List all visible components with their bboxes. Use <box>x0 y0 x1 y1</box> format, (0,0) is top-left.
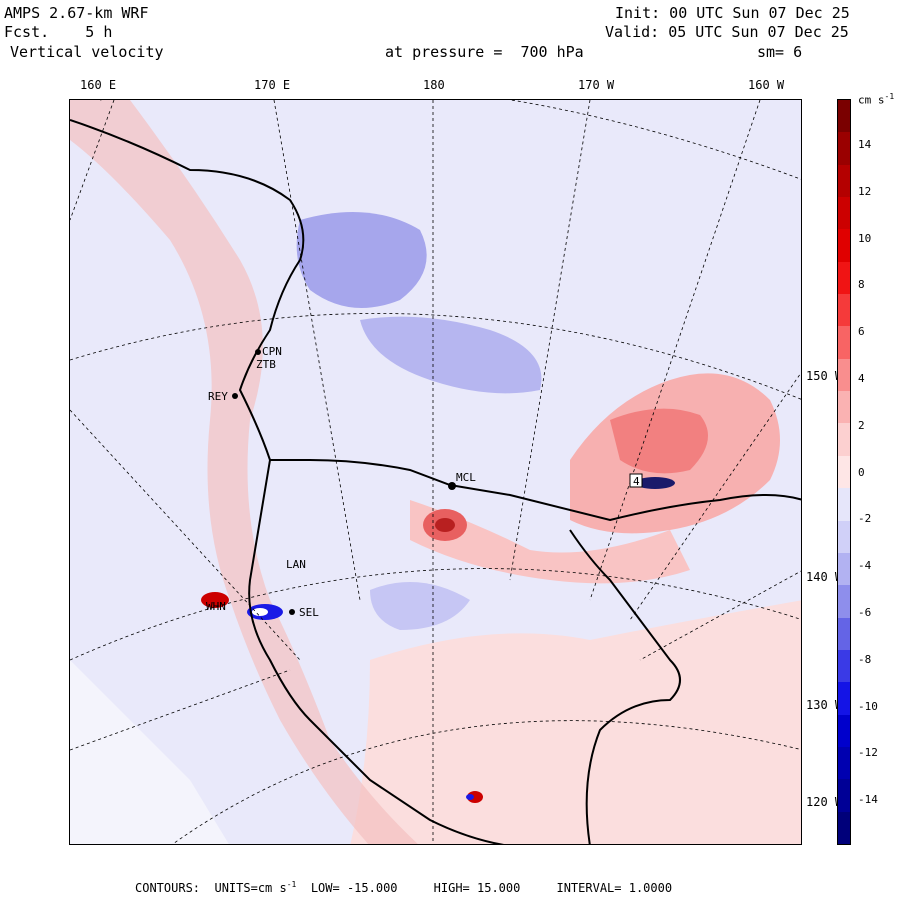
pressure-level: at pressure = 700 hPa <box>385 43 584 61</box>
colorbar-segment <box>838 100 850 133</box>
colorbar-units: cm s-1 <box>858 92 895 107</box>
map-panel: CPN ZTB REY MCL LAN SEL WHN 4 <box>69 99 802 845</box>
colorbar-segment <box>838 488 850 522</box>
coastline-transantarctic <box>248 459 505 844</box>
positive-region-lower-right <box>350 600 801 844</box>
lon-line-140w <box>639 570 801 661</box>
station-dot-mcl <box>448 482 456 490</box>
colorbar-segment <box>838 811 850 845</box>
station-ztb: ZTB <box>256 358 276 371</box>
colorbar-segment <box>838 294 850 327</box>
colorbar-tick-label: -12 <box>858 746 878 760</box>
coastline <box>70 119 801 844</box>
colorbar-segment <box>838 714 850 748</box>
colorbar-segment <box>838 746 850 780</box>
station-dot-cpn <box>255 349 261 355</box>
colorbar-tick-label: -10 <box>858 699 878 713</box>
colorbar-segment <box>838 391 850 424</box>
negative-region-south <box>370 582 470 630</box>
colorbar-segment <box>838 229 850 263</box>
near-zero-region <box>70 660 229 844</box>
grounding-line <box>569 529 681 844</box>
ascent-cell-south <box>467 791 483 803</box>
colorbar-tick-label: 2 <box>858 418 865 432</box>
station-dot-sel <box>289 609 295 615</box>
colorbar-tick-label: -2 <box>858 512 872 526</box>
lon-line-west-1 <box>70 409 301 661</box>
colorbar-tick-label: 10 <box>858 231 872 245</box>
positive-cell-center-core <box>435 518 455 532</box>
coastal-mountain-field <box>70 100 418 844</box>
value-label: 4 <box>633 475 640 488</box>
colorbar <box>837 99 851 845</box>
lat-line-4 <box>172 720 801 844</box>
colorbar-segment <box>838 455 850 489</box>
colorbar-segment <box>838 326 850 360</box>
stations: CPN ZTB REY MCL LAN SEL WHN 4 <box>206 345 643 619</box>
station-rey: REY <box>208 390 228 403</box>
colorbar-tick-label: 4 <box>858 372 865 385</box>
graticule <box>70 100 801 844</box>
colorbar-segment <box>838 649 850 683</box>
colorbar-segment <box>838 552 850 586</box>
contour-info: CONTOURS: UNITS=cm s-1 LOW= -15.000 HIGH… <box>135 880 673 895</box>
negative-region-north-2 <box>360 316 542 394</box>
smoothing: sm= 6 <box>757 43 803 61</box>
lon-line-170e <box>273 100 361 601</box>
colorbar-tick-label: -6 <box>858 606 872 619</box>
lon-line-160w <box>589 100 761 601</box>
station-whn: WHN <box>206 600 226 613</box>
model-title: AMPS 2.67-km WRF <box>4 4 149 22</box>
strong-ascent-cell <box>201 592 229 608</box>
forecast-label: Fcst. <box>4 23 50 41</box>
positive-band-center <box>410 500 690 584</box>
forecast-hour: Fcst. 5 h <box>4 23 112 41</box>
station-dot-rey <box>232 393 238 399</box>
lon-tick-180: 180 <box>423 78 445 92</box>
field-name: Vertical velocity <box>10 43 164 61</box>
vertical-velocity-map: CPN ZTB REY MCL LAN SEL WHN 4 <box>70 100 801 844</box>
init-time: Init: 00 UTC Sun 07 Dec 25 <box>615 4 850 22</box>
lon-tick-170w: 170 W <box>578 78 615 92</box>
colorbar-tick-label: -8 <box>858 652 872 666</box>
lat-line-3 <box>70 568 801 661</box>
station-sel: SEL <box>299 606 319 619</box>
lon-tick-160w: 160 W <box>748 78 785 92</box>
forecast-value: 5 h <box>85 23 113 41</box>
colorbar-segment <box>838 617 850 651</box>
colorbar-segment <box>838 132 850 166</box>
colorbar-tick-label: 0 <box>858 465 865 479</box>
station-cpn: CPN <box>262 345 282 358</box>
colorbar-segment <box>838 261 850 295</box>
negative-region-north <box>296 212 427 308</box>
lon-tick-160e: 160 E <box>80 78 117 92</box>
lat-line-2 <box>70 313 801 400</box>
colorbar-segment <box>838 585 850 619</box>
value-box <box>629 473 643 488</box>
colorbar-tick-label: -14 <box>858 793 878 807</box>
colorbar-tick-label: 8 <box>858 278 865 292</box>
colorbar-segment <box>838 779 850 813</box>
colorbar-tick-label: -4 <box>858 559 872 573</box>
colorbar-tick-label: 12 <box>858 184 872 198</box>
colorbar-segment <box>838 423 850 457</box>
station-lan: LAN <box>286 558 306 571</box>
colorbar-segment <box>838 164 850 198</box>
colorbar-tick-label: 6 <box>858 325 865 339</box>
colorbar-segment <box>838 520 850 554</box>
lon-tick-170e: 170 E <box>254 78 291 92</box>
positive-core-east <box>610 408 708 474</box>
colorbar-segment <box>838 197 850 230</box>
coastline-path <box>70 119 801 522</box>
lon-line-150w <box>629 372 801 621</box>
colorbar-segment <box>838 358 850 392</box>
colorbar-segment <box>838 682 850 716</box>
station-mcl: MCL <box>456 471 476 484</box>
descent-cell-core <box>252 608 268 616</box>
colorbar-tick-label: 14 <box>858 138 872 151</box>
ross-ice-edge-cell <box>635 477 675 489</box>
valid-time: Valid: 05 UTC Sun 07 Dec 25 <box>605 23 849 41</box>
descent-cell-south <box>466 794 474 800</box>
